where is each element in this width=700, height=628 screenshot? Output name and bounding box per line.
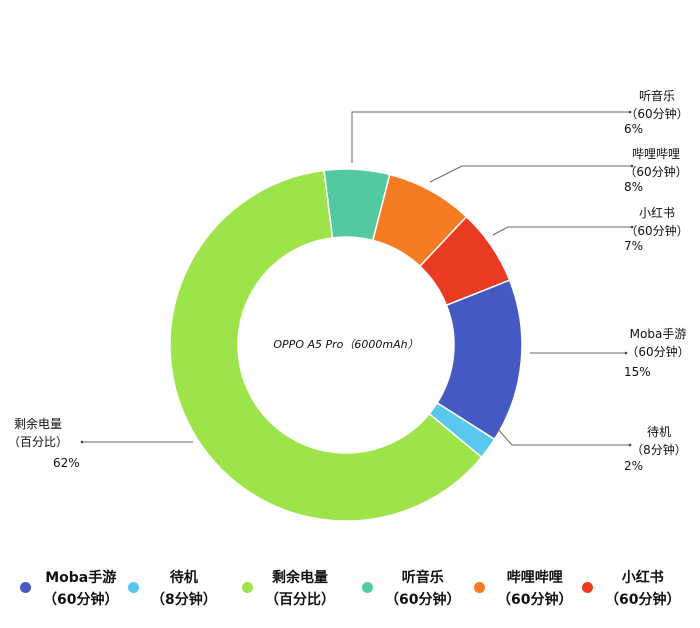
legend-swatch-0 (20, 582, 31, 593)
leader-dot-0 (624, 351, 628, 355)
legend-label-sub-3: （60分钟） (385, 592, 461, 608)
legend-swatch-1 (128, 582, 139, 593)
leader-dot-2 (80, 440, 84, 444)
legend-label-1: 待机 （8分钟） (151, 567, 217, 611)
leader-line-4 (429, 165, 632, 183)
legend-swatch-4 (474, 582, 485, 593)
legend-item-3: 听音乐 （60分钟） (362, 567, 460, 611)
data-label-name-3: 听音乐 (639, 88, 675, 103)
legend-item-1: 待机 （8分钟） (128, 567, 217, 611)
leader-line-3 (351, 111, 630, 163)
chart-slices (169, 168, 523, 522)
legend-label-name-3: 听音乐 (401, 570, 444, 586)
legend-label-sub-0: （60分钟） (43, 592, 119, 608)
data-label-sub-5: （60分钟） (625, 223, 688, 238)
data-label-pct-3: 6% (624, 122, 643, 136)
data-label-name-1: 待机 (647, 425, 671, 439)
legend-label-4: 哔哩哔哩 （60分钟） (497, 567, 572, 611)
chart-labels: 听音乐（60分钟）6%哔哩哔哩（60分钟）8%小红书（60分钟）7%Moba手游… (8, 88, 690, 473)
data-label-pct-1: 2% (624, 459, 643, 473)
leader-dot-3 (628, 110, 632, 114)
data-label-name-4: 哔哩哔哩 (632, 147, 680, 161)
legend-item-2: 剩余电量 （百分比） (242, 567, 335, 611)
legend-label-0: Moba手游 （60分钟） (43, 567, 118, 611)
leader-dot-1 (628, 443, 632, 447)
legend-label-name-5: 小红书 (621, 570, 664, 586)
legend-swatch-3 (362, 582, 373, 593)
legend-item-0: Moba手游 （60分钟） (20, 567, 118, 611)
legend-label-sub-2: （百分比） (265, 592, 335, 608)
data-label-sub-1: （8分钟） (631, 442, 687, 457)
data-label-pct-2: 62% (53, 456, 80, 470)
data-label-pct-5: 7% (624, 239, 643, 253)
data-label-name-5: 小红书 (639, 205, 675, 220)
legend-swatch-5 (582, 582, 593, 593)
legend-label-5: 小红书 （60分钟） (605, 567, 680, 611)
legend-item-4: 哔哩哔哩 （60分钟） (474, 567, 572, 611)
center-label: OPPO A5 Pro（6000mAh） (273, 338, 418, 351)
legend-item-5: 小红书 （60分钟） (582, 567, 680, 611)
data-label-sub-2: （百分比） (8, 435, 68, 449)
leader-line-5 (492, 226, 632, 236)
legend-label-3: 听音乐 （60分钟） (385, 567, 460, 611)
data-label-name-2: 剩余电量 (14, 416, 62, 431)
leader-dot-4 (630, 164, 634, 168)
legend-label-sub-1: （8分钟） (151, 592, 217, 608)
data-label-pct-4: 8% (624, 180, 643, 194)
leader-dot-5 (630, 225, 634, 229)
data-label-sub-3: （60分钟） (625, 106, 688, 121)
data-label-name-0: Moba手游 (630, 327, 687, 341)
leader-line-1 (496, 427, 630, 446)
legend-label-2: 剩余电量 （百分比） (265, 567, 335, 611)
data-label-pct-0: 15% (624, 365, 651, 379)
legend-label-name-0: Moba手游 (45, 570, 117, 586)
legend-label-name-1: 待机 (169, 570, 198, 586)
data-label-sub-0: （60分钟） (626, 344, 689, 359)
legend-label-name-2: 剩余电量 (272, 570, 328, 586)
legend-label-name-4: 哔哩哔哩 (506, 570, 563, 586)
data-label-sub-4: （60分钟） (624, 164, 687, 179)
legend-label-sub-5: （60分钟） (605, 592, 681, 608)
chart-legend: Moba手游 （60分钟） 待机 （8分钟） 剩余电量 （百分比） 听音乐 （60分钟） 哔哩哔… (0, 567, 700, 617)
legend-label-sub-4: （60分钟） (497, 592, 573, 608)
slice-2 (169, 169, 483, 522)
legend-swatch-2 (242, 582, 253, 593)
donut-chart: 听音乐（60分钟）6%哔哩哔哩（60分钟）8%小红书（60分钟）7%Moba手游… (8, 88, 690, 522)
